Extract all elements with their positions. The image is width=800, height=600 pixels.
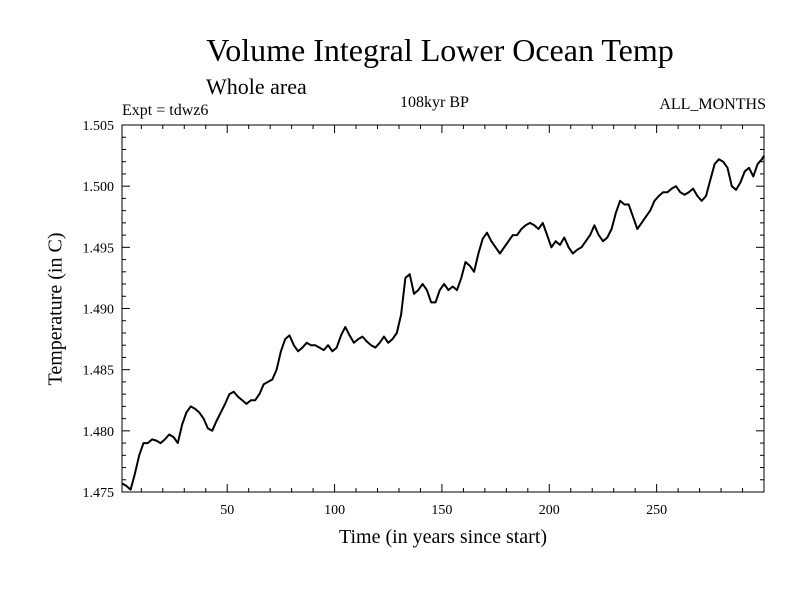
chart-title: Volume Integral Lower Ocean Temp xyxy=(206,32,674,68)
period-label: 108kyr BP xyxy=(400,94,469,111)
axis-ticks xyxy=(122,125,764,492)
tick-labels: 50 100 150 200 250 1.475 1.480 1.485 1.490 1.495 1… xyxy=(83,119,668,518)
experiment-label: Expt = tdwz6 xyxy=(122,102,209,119)
chart-subtitle: Whole area xyxy=(206,74,307,99)
months-label: ALL_MONTHS xyxy=(659,96,766,113)
y-tick-label: 1.505 xyxy=(83,119,115,134)
y-tick-label: 1.495 xyxy=(83,241,115,256)
y-tick-label: 1.490 xyxy=(83,303,115,318)
x-tick-label: 50 xyxy=(220,503,234,518)
y-tick-label: 1.475 xyxy=(83,486,115,501)
plot-frame xyxy=(121,124,765,493)
y-tick-label: 1.500 xyxy=(83,180,115,195)
x-axis-label: Time (in years since start) xyxy=(338,526,548,548)
x-tick-label: 150 xyxy=(431,503,452,518)
y-tick-label: 1.480 xyxy=(83,425,115,440)
x-tick-label: 100 xyxy=(324,503,345,518)
x-tick-label: 200 xyxy=(539,503,560,518)
x-tick-label: 250 xyxy=(646,503,667,518)
y-tick-label: 1.485 xyxy=(83,364,115,379)
temperature-series-line xyxy=(121,155,765,491)
